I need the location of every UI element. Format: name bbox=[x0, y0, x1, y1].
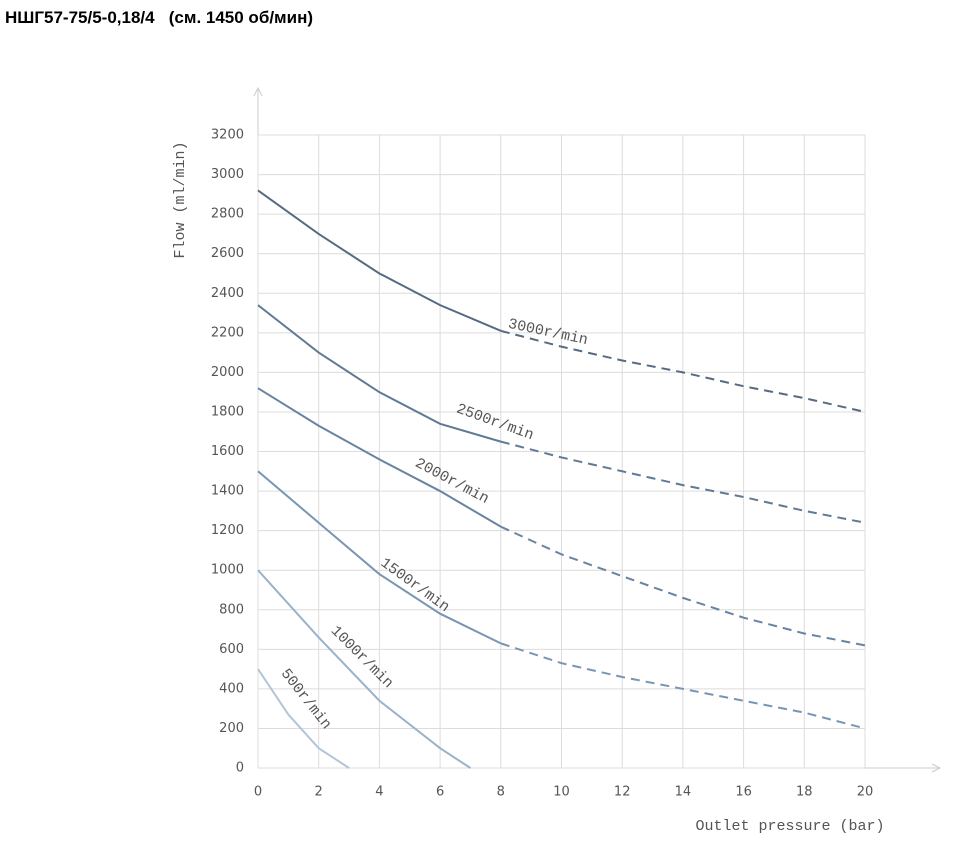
x-tick-label: 20 bbox=[857, 785, 874, 800]
y-tick-label: 2200 bbox=[211, 325, 244, 340]
x-tick-label: 16 bbox=[735, 785, 752, 800]
x-tick-label: 18 bbox=[796, 785, 813, 800]
y-tick-label: 1000 bbox=[211, 563, 244, 578]
y-tick-label: 2400 bbox=[211, 286, 244, 301]
y-axis-arrow bbox=[253, 86, 263, 97]
curve bbox=[500, 440, 866, 524]
curve bbox=[257, 668, 350, 769]
chart-title: НШГ57-75/5-0,18/4 (см. 1450 об/мин) bbox=[5, 8, 313, 27]
curve-label: 1500r/min bbox=[377, 555, 453, 616]
y-tick-label: 3000 bbox=[211, 167, 244, 182]
x-tick-label: 14 bbox=[675, 785, 692, 800]
y-axis-label: Flow (ml/min) bbox=[172, 141, 189, 258]
x-tick-label: 4 bbox=[375, 785, 383, 800]
x-tick-label: 8 bbox=[497, 785, 505, 800]
y-tick-label: 0 bbox=[236, 761, 244, 776]
x-axis-label: Outlet pressure (bar) bbox=[695, 818, 884, 835]
y-tick-label: 2800 bbox=[211, 207, 244, 222]
curve bbox=[257, 569, 471, 769]
x-tick-label: 0 bbox=[254, 785, 262, 800]
curve bbox=[257, 189, 502, 332]
curve-label: 3000r/min bbox=[507, 316, 590, 349]
y-tick-label: 1400 bbox=[211, 484, 244, 499]
y-tick-label: 3200 bbox=[211, 128, 244, 143]
curve bbox=[257, 304, 502, 443]
y-tick-label: 2000 bbox=[211, 365, 244, 380]
x-tick-label: 6 bbox=[436, 785, 444, 800]
x-tick-label: 10 bbox=[553, 785, 570, 800]
y-tick-label: 1200 bbox=[211, 523, 244, 538]
y-tick-label: 600 bbox=[219, 642, 244, 657]
x-tick-label: 2 bbox=[315, 785, 323, 800]
curve bbox=[500, 525, 866, 647]
x-tick-label: 12 bbox=[614, 785, 631, 800]
y-tick-label: 400 bbox=[219, 681, 244, 696]
curve-label: 500r/min bbox=[277, 666, 335, 733]
y-tick-label: 2600 bbox=[211, 246, 244, 261]
y-tick-label: 800 bbox=[219, 602, 244, 617]
curve bbox=[500, 329, 866, 413]
y-tick-label: 1800 bbox=[211, 404, 244, 419]
curve-label: 2000r/min bbox=[412, 455, 492, 508]
curve bbox=[500, 642, 866, 730]
curve-label: 2500r/min bbox=[454, 401, 536, 445]
curve bbox=[257, 387, 502, 528]
curve bbox=[257, 470, 502, 645]
x-axis-arrow bbox=[931, 763, 942, 773]
y-tick-label: 200 bbox=[219, 721, 244, 736]
y-tick-label: 1600 bbox=[211, 444, 244, 459]
